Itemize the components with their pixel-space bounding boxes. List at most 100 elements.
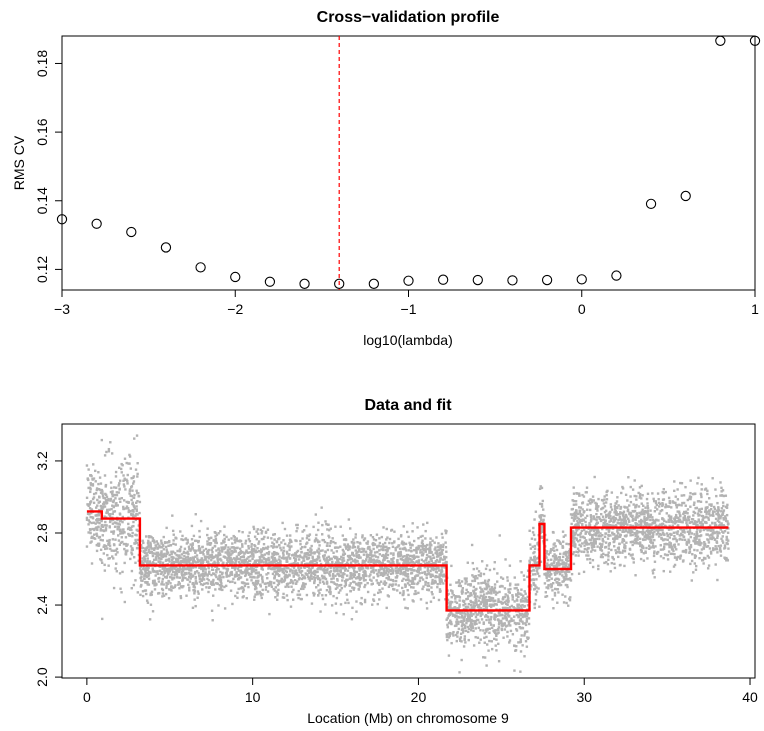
data-point <box>289 578 293 582</box>
data-point <box>320 506 323 509</box>
data-point <box>122 542 126 546</box>
data-point <box>256 576 259 579</box>
data-point <box>288 542 291 545</box>
data-point <box>249 567 253 570</box>
data-point <box>103 474 107 477</box>
data-point <box>261 588 264 592</box>
data-point <box>448 631 452 635</box>
data-point <box>582 570 586 574</box>
data-point <box>180 538 183 541</box>
data-point <box>349 582 352 585</box>
data-point <box>409 558 412 561</box>
data-point <box>465 607 468 610</box>
data-point <box>346 554 350 558</box>
data-point <box>287 555 290 558</box>
data-point <box>503 623 506 626</box>
data-point <box>558 583 561 587</box>
data-point <box>493 603 497 606</box>
data-point <box>407 560 410 563</box>
data-point <box>251 567 255 571</box>
data-point <box>334 541 337 545</box>
data-point <box>339 545 342 548</box>
data-point <box>198 577 202 581</box>
data-point <box>467 616 470 619</box>
data-point <box>136 499 139 503</box>
data-point <box>474 627 477 630</box>
data-point <box>278 537 281 540</box>
data-point <box>131 476 135 480</box>
data-point <box>553 591 557 595</box>
data-point <box>373 543 376 546</box>
data-point <box>562 565 565 568</box>
data-point <box>246 570 249 573</box>
data-point <box>325 562 329 566</box>
data-point <box>300 597 303 601</box>
data-point <box>101 490 104 493</box>
data-point <box>248 562 252 566</box>
data-point <box>572 538 575 541</box>
data-point <box>639 530 643 534</box>
data-point <box>309 547 312 550</box>
data-point <box>532 551 535 555</box>
data-point <box>244 542 247 545</box>
data-point <box>299 571 302 574</box>
data-point <box>230 553 233 556</box>
data-point <box>576 519 579 523</box>
data-point <box>459 639 462 642</box>
data-point <box>235 539 238 542</box>
data-point <box>458 610 462 614</box>
data-point <box>192 583 196 586</box>
data-point <box>375 579 378 582</box>
data-point <box>391 567 394 570</box>
data-point <box>288 546 292 549</box>
data-point <box>388 541 391 545</box>
cv-points <box>56 35 761 290</box>
data-point <box>103 454 107 457</box>
data-point <box>406 569 410 572</box>
data-point <box>561 574 564 577</box>
data-point <box>230 537 233 540</box>
data-point <box>482 581 485 584</box>
data-point <box>396 561 399 564</box>
data-point <box>540 505 544 508</box>
data-point <box>475 618 479 622</box>
data-point <box>283 542 287 546</box>
data-point <box>577 492 581 495</box>
data-point <box>437 542 440 545</box>
data-point <box>474 615 478 619</box>
data-point <box>322 558 326 561</box>
data-point <box>405 568 408 572</box>
data-point <box>513 576 516 579</box>
data-point <box>397 552 400 556</box>
data-point <box>696 520 699 524</box>
data-point <box>96 526 99 529</box>
data-point <box>88 513 91 516</box>
data-point <box>289 539 292 542</box>
data-point <box>484 606 488 610</box>
data-point <box>176 583 180 586</box>
data-point <box>532 556 536 559</box>
data-point <box>478 605 481 608</box>
data-point <box>595 512 598 516</box>
data-point <box>396 589 399 592</box>
data-point <box>466 561 470 564</box>
data-point <box>555 557 559 560</box>
data-point <box>475 613 478 616</box>
data-point <box>250 569 254 573</box>
data-point <box>439 547 442 550</box>
data-point <box>519 670 522 673</box>
data-point <box>409 572 413 575</box>
data-point <box>150 562 153 565</box>
data-point <box>302 587 305 591</box>
data-point <box>369 551 372 554</box>
data-point <box>160 546 164 549</box>
data-point <box>254 584 257 588</box>
data-point <box>453 624 457 628</box>
data-point <box>640 518 643 522</box>
data-point <box>309 561 312 564</box>
data-point <box>197 544 201 548</box>
data-point <box>532 588 536 591</box>
data-point <box>507 615 511 618</box>
data-point <box>227 553 230 557</box>
data-point <box>297 566 300 569</box>
